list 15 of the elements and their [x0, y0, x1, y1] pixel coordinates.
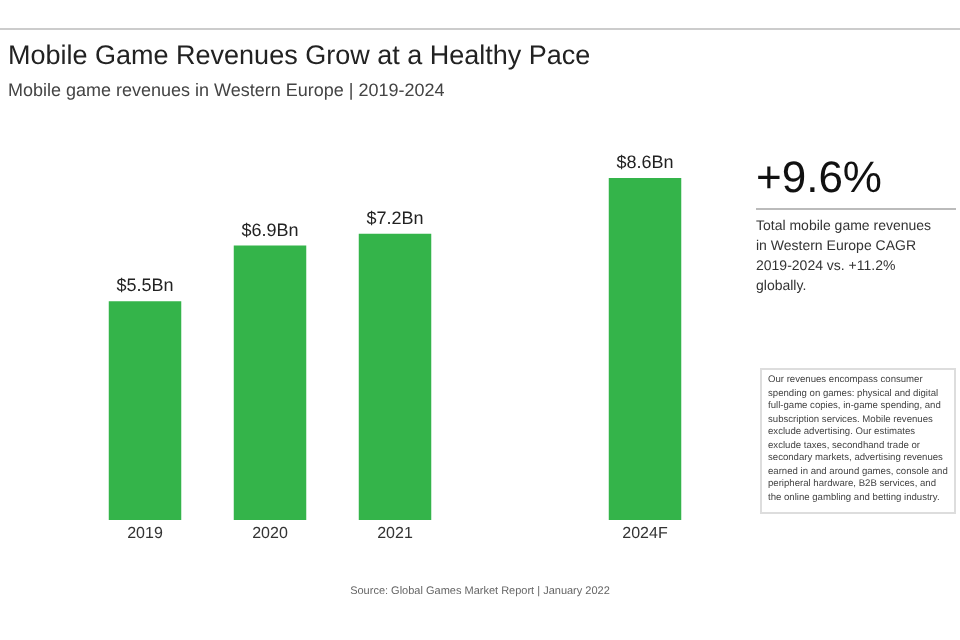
- data-label: $6.9Bn: [241, 219, 299, 240]
- data-label: $8.6Bn: [616, 152, 674, 172]
- x-tick-label: 2020: [252, 524, 289, 542]
- chart-title: Mobile Game Revenues Grow at a Healthy Pace: [8, 40, 591, 70]
- bar: [358, 233, 432, 520]
- x-tick-label: 2019: [127, 524, 164, 542]
- data-label: $5.5Bn: [116, 275, 174, 296]
- data-label: $7.2Bn: [366, 207, 424, 228]
- bar: [108, 301, 182, 520]
- text: +9.6%: [756, 152, 882, 204]
- x-tick-label: 2024F: [622, 524, 668, 542]
- bar: [608, 178, 682, 520]
- chart-subtitle: Mobile game revenues in Western Europe | 2019-2024: [8, 80, 445, 100]
- x-tick-label: 2021: [377, 524, 414, 542]
- bar: [233, 245, 307, 520]
